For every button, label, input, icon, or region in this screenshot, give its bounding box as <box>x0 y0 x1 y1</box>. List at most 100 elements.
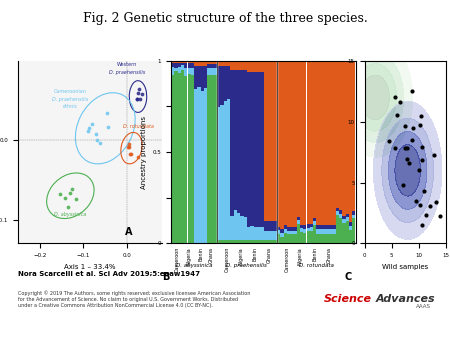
Bar <box>220 61 224 66</box>
Bar <box>204 61 207 66</box>
Bar <box>181 61 184 63</box>
Text: D. praehensilis: D. praehensilis <box>52 97 89 101</box>
Point <box>134 154 141 160</box>
Bar <box>251 72 254 226</box>
Bar <box>320 234 323 243</box>
Bar <box>352 61 356 211</box>
Bar <box>230 61 234 70</box>
Bar <box>326 61 329 225</box>
Point <box>84 128 91 133</box>
Bar <box>254 227 257 240</box>
Bar <box>300 224 303 228</box>
Bar <box>346 221 349 243</box>
Bar <box>297 223 300 243</box>
Bar <box>230 70 234 216</box>
Bar <box>313 225 316 243</box>
Bar <box>178 67 181 73</box>
Bar <box>230 216 234 240</box>
Bar <box>220 66 224 105</box>
Bar <box>234 61 237 70</box>
Bar <box>191 61 194 63</box>
X-axis label: Axis 1 – 33.4%: Axis 1 – 33.4% <box>64 264 116 270</box>
Bar <box>191 68 194 75</box>
Bar <box>220 240 224 243</box>
Bar <box>297 220 300 223</box>
Text: Ghana: Ghana <box>327 247 332 263</box>
Point <box>430 152 437 158</box>
Bar <box>198 61 201 66</box>
Text: A: A <box>125 227 132 237</box>
Point <box>385 138 392 143</box>
Bar <box>342 61 346 216</box>
Bar <box>247 227 250 240</box>
Text: Cameroon: Cameroon <box>285 247 290 272</box>
Point <box>423 212 430 217</box>
Bar <box>320 61 323 225</box>
Bar <box>352 218 356 243</box>
Point <box>56 191 63 196</box>
Bar <box>352 211 356 215</box>
Bar <box>184 68 188 75</box>
Bar <box>237 61 240 70</box>
Bar <box>336 61 339 208</box>
Point <box>418 158 426 163</box>
Bar <box>178 73 181 243</box>
Bar <box>310 61 313 223</box>
Bar <box>274 221 277 231</box>
Text: Western: Western <box>117 63 137 67</box>
Text: Nora Scarcelli et al. Sci Adv 2019;5:eaaw1947: Nora Scarcelli et al. Sci Adv 2019;5:eaa… <box>18 270 200 276</box>
Bar <box>287 231 290 234</box>
Bar <box>326 234 329 243</box>
Bar <box>257 227 261 240</box>
Point <box>93 137 100 143</box>
Bar <box>342 216 346 219</box>
Point <box>392 145 399 151</box>
Bar <box>329 234 333 243</box>
Y-axis label: Ancestry proportions: Ancestry proportions <box>141 116 147 189</box>
Point <box>104 111 111 116</box>
Bar <box>207 75 211 243</box>
Bar <box>181 63 184 65</box>
Point <box>134 96 141 101</box>
Point <box>72 196 79 201</box>
Point <box>421 188 428 194</box>
Bar <box>251 240 254 243</box>
Bar <box>171 67 174 75</box>
Bar <box>352 215 356 218</box>
Bar <box>247 61 250 72</box>
Point <box>418 223 425 228</box>
Bar <box>188 74 191 243</box>
Bar <box>254 72 257 227</box>
Bar <box>306 228 310 232</box>
Point <box>136 96 143 101</box>
Text: D. praehensilis: D. praehensilis <box>226 263 267 268</box>
Bar <box>336 211 339 215</box>
Bar <box>224 101 227 240</box>
Text: Fig. 2 Genetic structure of the three species.: Fig. 2 Genetic structure of the three sp… <box>83 12 367 25</box>
Bar <box>323 61 326 225</box>
Bar <box>293 234 297 243</box>
Bar <box>274 240 277 243</box>
Point <box>416 122 423 128</box>
Point <box>126 144 133 150</box>
Point <box>96 140 104 145</box>
Bar <box>346 61 349 214</box>
Bar <box>224 240 227 243</box>
Bar <box>240 216 244 240</box>
Bar <box>188 61 191 63</box>
Bar <box>326 225 329 229</box>
Bar <box>303 229 306 233</box>
Text: Benin: Benin <box>312 247 317 261</box>
Bar <box>227 67 230 99</box>
Point <box>404 145 411 150</box>
Bar <box>184 75 188 243</box>
Bar <box>339 61 342 210</box>
Point <box>433 199 440 204</box>
Bar <box>313 61 316 218</box>
Bar <box>280 61 284 230</box>
Bar <box>217 61 220 67</box>
Text: D. abyssinica: D. abyssinica <box>54 212 86 217</box>
Point <box>416 167 423 172</box>
Point <box>396 99 404 104</box>
Bar <box>310 231 313 243</box>
